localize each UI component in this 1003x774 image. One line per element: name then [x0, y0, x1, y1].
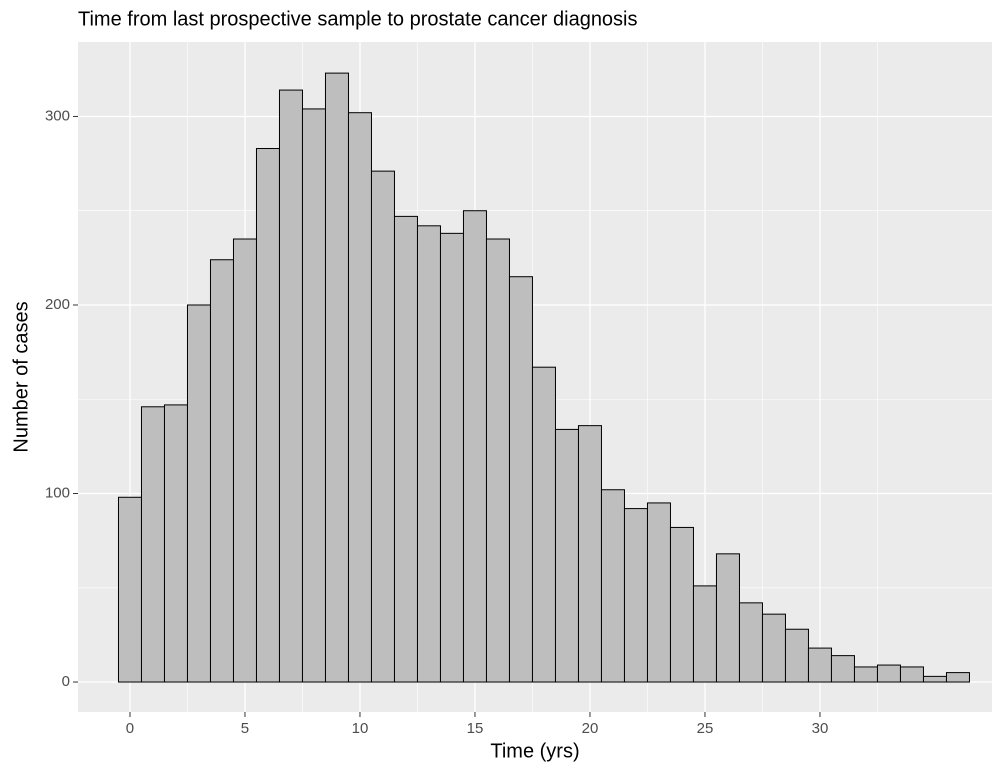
x-tick-label: 30: [812, 720, 829, 737]
x-tick-label: 10: [352, 720, 369, 737]
bar: [301, 108, 326, 683]
bar: [623, 508, 648, 683]
x-tick-label: 25: [697, 720, 714, 737]
x-tick-label: 5: [241, 720, 249, 737]
bar: [255, 148, 280, 683]
bar: [324, 72, 349, 683]
bar: [600, 489, 625, 683]
bar: [485, 238, 510, 683]
bar: [784, 628, 809, 683]
bar: [186, 304, 211, 683]
bar: [554, 428, 579, 683]
y-tick-label: 300: [45, 107, 70, 124]
bar: [807, 647, 832, 683]
bar: [715, 553, 740, 683]
bar: [232, 238, 257, 683]
y-tick-label: 0: [62, 673, 70, 690]
bar: [347, 112, 372, 683]
y-tick-label: 200: [45, 296, 70, 313]
x-tick-label: 0: [126, 720, 134, 737]
x-axis-label: Time (yrs): [490, 740, 579, 762]
bar: [761, 613, 786, 683]
bar: [163, 404, 188, 683]
bar: [853, 666, 878, 683]
bar: [508, 276, 533, 683]
bar: [945, 672, 970, 683]
bar: [646, 502, 671, 683]
bar: [462, 210, 487, 683]
y-axis-label: Number of cases: [10, 301, 32, 452]
chart-title: Time from last prospective sample to pro…: [78, 8, 638, 30]
bar: [899, 666, 924, 683]
x-tick-label: 20: [582, 720, 599, 737]
bar: [140, 406, 165, 683]
x-tick-label: 15: [467, 720, 484, 737]
y-tick-label: 100: [45, 484, 70, 501]
bar: [370, 170, 395, 683]
bar: [117, 496, 142, 683]
bar: [669, 526, 694, 683]
bar: [439, 232, 464, 683]
bar: [416, 225, 441, 683]
bar: [393, 215, 418, 683]
bar: [830, 655, 855, 683]
bar: [531, 366, 556, 683]
bar: [876, 664, 901, 683]
bar: [209, 259, 234, 683]
bar: [577, 425, 602, 683]
bar: [738, 602, 763, 683]
bar: [278, 89, 303, 683]
bar: [922, 675, 947, 683]
bar: [692, 585, 717, 683]
